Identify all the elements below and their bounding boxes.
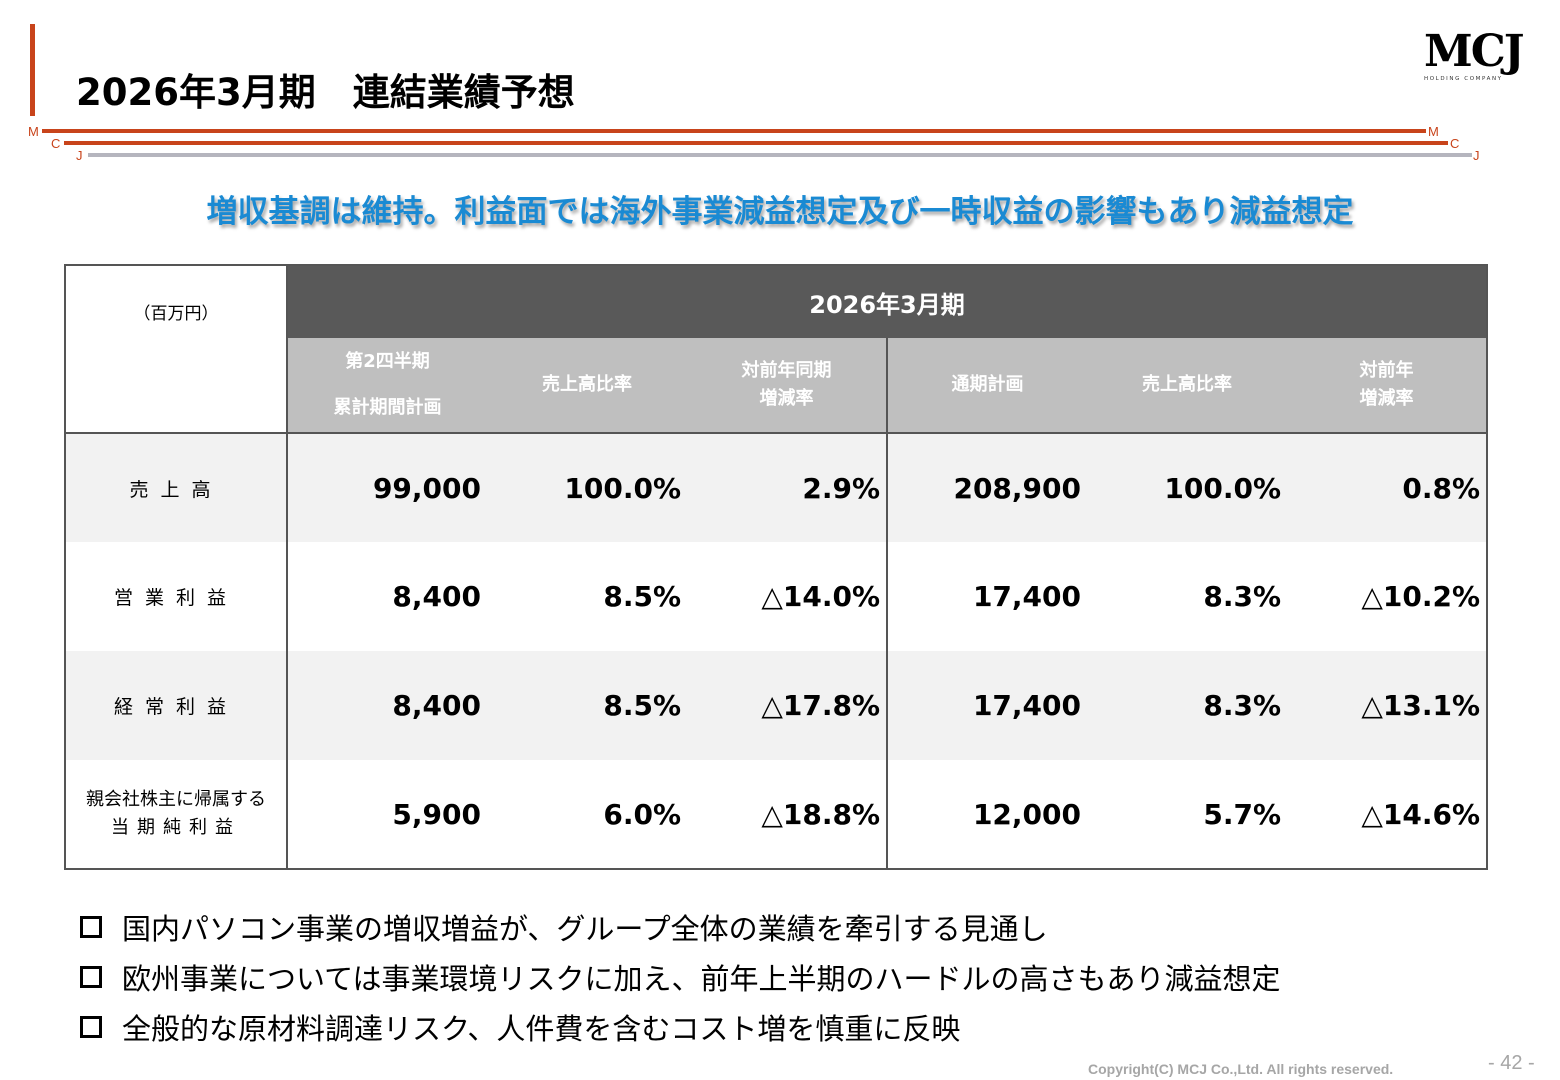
logo-text: MCJ (1424, 26, 1525, 77)
col-header-full-ratio: 売上高比率 (1087, 338, 1287, 434)
row-label-line: 当期純利益 (111, 817, 241, 838)
col-header-q2-yoy: 対前年同期 増減率 (687, 338, 888, 434)
square-bullet-icon (80, 916, 102, 938)
row-label-line: 親会社株主に帰属する (86, 789, 266, 810)
rule-letter-m-right: M (1428, 124, 1439, 139)
list-item: 欧州事業については事業環境リスクに加え、前年上半期のハードルの高さもあり減益想定 (80, 952, 1281, 1002)
square-bullet-icon (80, 966, 102, 988)
rule-letter-m-left: M (28, 124, 39, 139)
page-number: - 42 - (1488, 1052, 1535, 1074)
cell-value: 5.7% (1087, 760, 1287, 870)
divider-rule-m (42, 129, 1426, 133)
square-bullet-icon (80, 1016, 102, 1038)
cell-value: 8.5% (487, 542, 687, 651)
cell-value: 2.9% (687, 433, 888, 542)
row-label: 売上高 (64, 433, 288, 542)
cell-value: 8.3% (1087, 651, 1287, 760)
list-item: 国内パソコン事業の増収増益が、グループ全体の業績を牽引する見通し (80, 902, 1281, 952)
page-title: 2026年3月期 連結業績予想 (76, 71, 575, 114)
col-header-line: 売上高比率 (542, 374, 632, 395)
table-row-net-income: 親会社株主に帰属する 当期純利益 5,900 6.0% △18.8% 12,00… (64, 760, 1488, 870)
rule-letter-c-left: C (51, 136, 61, 151)
row-label: 営業利益 (64, 542, 288, 651)
table-row-net-sales: 売上高 99,000 100.0% 2.9% 208,900 100.0% 0.… (64, 433, 1488, 542)
cell-value: △13.1% (1287, 651, 1488, 760)
logo-subtext: HOLDING COMPANY (1424, 76, 1503, 82)
headline-message: 増収基調は維持。利益面では海外事業減益想定及び一時収益の影響もあり減益想定 (206, 194, 1354, 230)
col-header-line: 売上高比率 (1142, 374, 1232, 395)
forecast-table: （百万円） 2026年3月期 第2四半期 累計期間計画 売上高比率 対前年同期 … (64, 264, 1488, 870)
col-header-line: 通期計画 (951, 374, 1024, 395)
cell-value: 12,000 (887, 760, 1087, 870)
divider-rule-c (64, 141, 1448, 145)
cell-value: △18.8% (687, 760, 888, 870)
rule-letter-c-right: C (1450, 136, 1460, 151)
col-header-full-yoy: 対前年 増減率 (1287, 338, 1488, 434)
col-header-line: 第2四半期 (345, 351, 430, 372)
unit-label-cell: （百万円） (64, 264, 288, 434)
cell-value: 8.5% (487, 651, 687, 760)
cell-value: 100.0% (1087, 433, 1287, 542)
rule-letter-j-left: J (76, 148, 83, 163)
col-header-line: 対前年 (1359, 360, 1414, 381)
cell-value: 8.3% (1087, 542, 1287, 651)
table-row-operating-income: 営業利益 8,400 8.5% △14.0% 17,400 8.3% △10.2… (64, 542, 1488, 651)
unit-label: （百万円） (133, 303, 219, 324)
period-header: 2026年3月期 (287, 264, 1488, 338)
rule-letter-j-right: J (1473, 148, 1480, 163)
bullet-text: 全般的な原材料調達リスク、人件費を含むコスト増を慎重に反映 (122, 1012, 961, 1046)
col-header-full-plan: 通期計画 (887, 338, 1087, 434)
cell-value: 17,400 (887, 542, 1087, 651)
cell-value: 5,900 (287, 760, 487, 870)
cell-value: 208,900 (887, 433, 1087, 542)
row-label: 親会社株主に帰属する 当期純利益 (64, 760, 288, 870)
divider-rule-j (88, 153, 1472, 157)
col-header-q2-plan: 第2四半期 累計期間計画 (287, 338, 487, 434)
bullet-text: 欧州事業については事業環境リスクに加え、前年上半期のハードルの高さもあり減益想定 (122, 962, 1281, 996)
mcj-logo: MCJ HOLDING COMPANY (1424, 26, 1525, 83)
cell-value: △17.8% (687, 651, 888, 760)
table-row-ordinary-income: 経常利益 8,400 8.5% △17.8% 17,400 8.3% △13.1… (64, 651, 1488, 760)
cell-value: 99,000 (287, 433, 487, 542)
bullet-text: 国内パソコン事業の増収増益が、グループ全体の業績を牽引する見通し (122, 912, 1048, 946)
cell-value: 100.0% (487, 433, 687, 542)
cell-value: 6.0% (487, 760, 687, 870)
list-item: 全般的な原材料調達リスク、人件費を含むコスト増を慎重に反映 (80, 1002, 1281, 1052)
col-header-line: 増減率 (759, 388, 814, 409)
cell-value: 8,400 (287, 542, 487, 651)
col-header-q2-ratio: 売上高比率 (487, 338, 687, 434)
cell-value: 8,400 (287, 651, 487, 760)
cell-value: △14.0% (687, 542, 888, 651)
row-label: 経常利益 (64, 651, 288, 760)
col-header-line: 増減率 (1359, 388, 1414, 409)
col-header-line: 累計期間計画 (333, 397, 442, 418)
cell-value: △10.2% (1287, 542, 1488, 651)
cell-value: 0.8% (1287, 433, 1488, 542)
copyright-notice: Copyright(C) MCJ Co.,Ltd. All rights res… (1088, 1061, 1394, 1077)
cell-value: 17,400 (887, 651, 1087, 760)
bullet-list: 国内パソコン事業の増収増益が、グループ全体の業績を牽引する見通し 欧州事業につい… (80, 902, 1281, 1052)
cell-value: △14.6% (1287, 760, 1488, 870)
col-header-line: 対前年同期 (741, 360, 832, 381)
title-accent-bar (30, 24, 35, 116)
